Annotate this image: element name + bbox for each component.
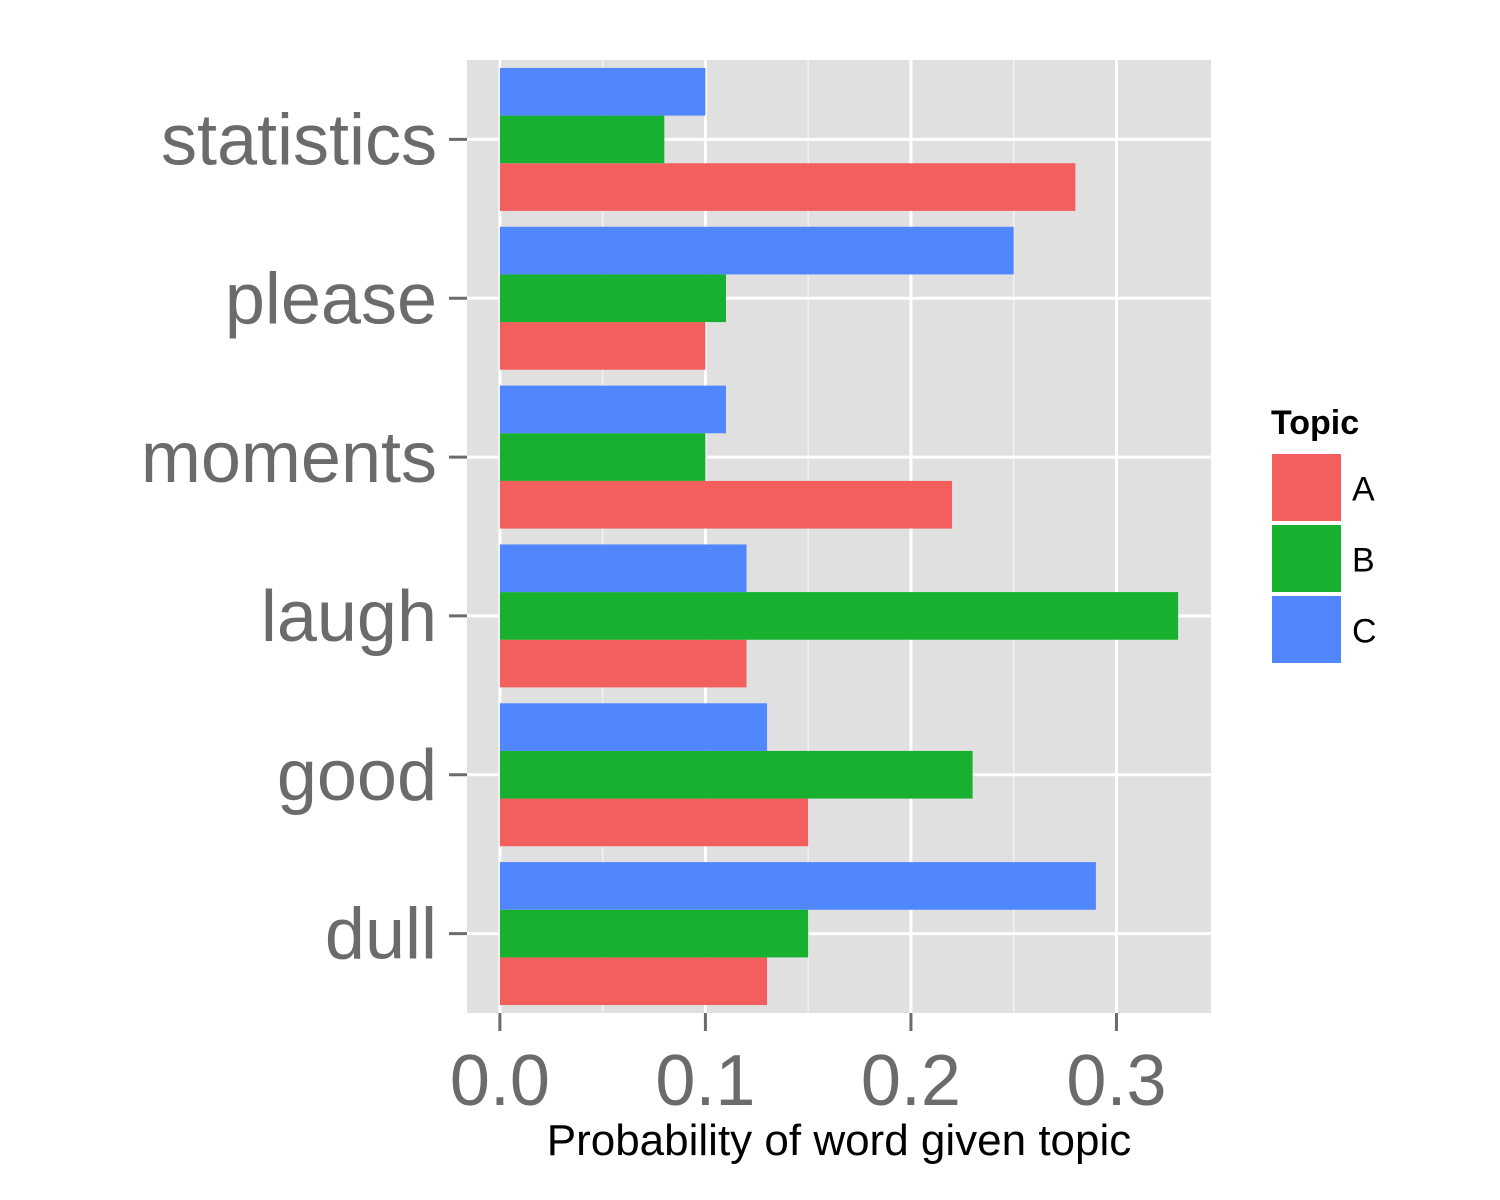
bar-laugh-B xyxy=(499,592,1179,640)
y-tick-label: moments xyxy=(141,418,437,498)
bar-good-B xyxy=(499,750,973,799)
legend-title: Topic xyxy=(1271,404,1359,442)
legend-label-B: B xyxy=(1352,542,1375,580)
bar-statistics-C xyxy=(499,67,706,116)
bar-please-C xyxy=(499,226,1014,275)
y-tick-label: statistics xyxy=(161,100,437,180)
bar-good-C xyxy=(499,703,768,751)
bar-dull-B xyxy=(499,909,809,958)
legend-label-C: C xyxy=(1352,613,1377,651)
y-tick-label: laugh xyxy=(261,577,437,657)
bar-laugh-A xyxy=(499,639,747,688)
bar-statistics-A xyxy=(499,163,1076,211)
bar-statistics-B xyxy=(499,115,665,164)
x-tick-label: 0.2 xyxy=(861,1041,961,1121)
y-tick-label: please xyxy=(225,259,437,339)
y-tick-label: good xyxy=(277,736,437,816)
bar-dull-A xyxy=(499,957,768,1006)
bar-good-A xyxy=(499,798,809,847)
bar-moments-A xyxy=(499,480,953,529)
legend-key-B xyxy=(1270,523,1343,594)
legend: Topic ABC xyxy=(1270,404,1377,665)
minor-gridlines xyxy=(601,60,1015,1013)
bar-please-B xyxy=(499,274,726,323)
bar-laugh-C xyxy=(499,544,747,593)
x-tick-label: 0.1 xyxy=(655,1041,755,1121)
legend-key-C xyxy=(1270,594,1343,665)
bar-moments-C xyxy=(499,385,726,434)
x-tick-label: 0.0 xyxy=(450,1041,550,1121)
y-tick-label: dull xyxy=(325,895,437,975)
bar-moments-B xyxy=(499,433,706,481)
y-axis: statistics please moments laugh good dull xyxy=(141,100,467,975)
x-tick-label: 0.3 xyxy=(1066,1041,1166,1121)
bar-please-A xyxy=(499,322,706,370)
bars xyxy=(499,67,1179,1006)
x-axis: 0.0 0.1 0.2 0.3 xyxy=(450,1013,1167,1121)
legend-key-A xyxy=(1270,452,1343,523)
plot-panel xyxy=(467,60,1211,1013)
x-axis-label: Probability of word given topic xyxy=(547,1116,1132,1165)
bar-dull-C xyxy=(499,862,1096,910)
legend-label-A: A xyxy=(1352,471,1375,509)
